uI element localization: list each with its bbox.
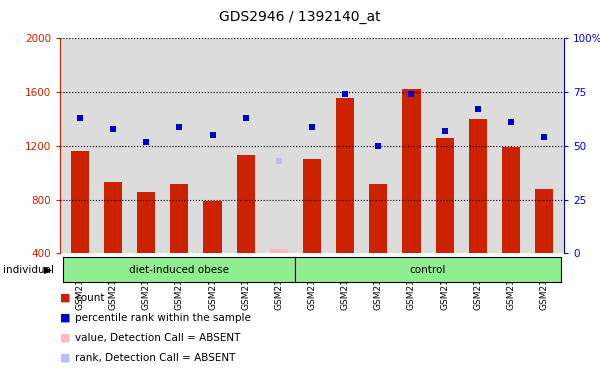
Bar (369, 184, 388, 253)
Text: individual: individual (3, 265, 54, 275)
Text: ■: ■ (60, 293, 71, 303)
Bar (403, 89, 421, 253)
Bar (436, 138, 454, 253)
Text: count: count (75, 293, 104, 303)
Bar (535, 189, 553, 253)
Text: GDS2946 / 1392140_at: GDS2946 / 1392140_at (219, 10, 381, 23)
Bar (71, 151, 89, 253)
Text: ■: ■ (60, 313, 71, 323)
Bar (170, 184, 188, 253)
Bar (270, 250, 288, 253)
Bar (303, 159, 321, 253)
Text: control: control (410, 265, 446, 275)
Text: diet-induced obese: diet-induced obese (130, 265, 229, 275)
Bar (203, 201, 221, 253)
Bar (137, 192, 155, 253)
Text: ▶: ▶ (44, 265, 52, 275)
Bar (502, 147, 520, 253)
Text: percentile rank within the sample: percentile rank within the sample (75, 313, 251, 323)
Bar (236, 155, 255, 253)
Text: ■: ■ (60, 353, 71, 362)
Bar (336, 98, 354, 253)
Bar (469, 119, 487, 253)
Text: ■: ■ (60, 333, 71, 343)
Text: value, Detection Call = ABSENT: value, Detection Call = ABSENT (75, 333, 241, 343)
Text: rank, Detection Call = ABSENT: rank, Detection Call = ABSENT (75, 353, 235, 362)
Bar (104, 182, 122, 253)
